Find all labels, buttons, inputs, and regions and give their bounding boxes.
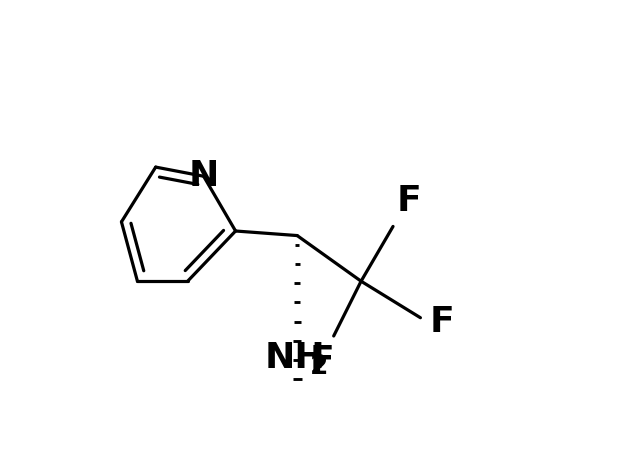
Text: F: F (397, 184, 421, 218)
Text: NH: NH (264, 341, 325, 375)
Text: F: F (310, 344, 335, 378)
Text: N: N (188, 159, 219, 193)
Text: 2: 2 (310, 354, 328, 380)
Text: F: F (429, 305, 454, 339)
